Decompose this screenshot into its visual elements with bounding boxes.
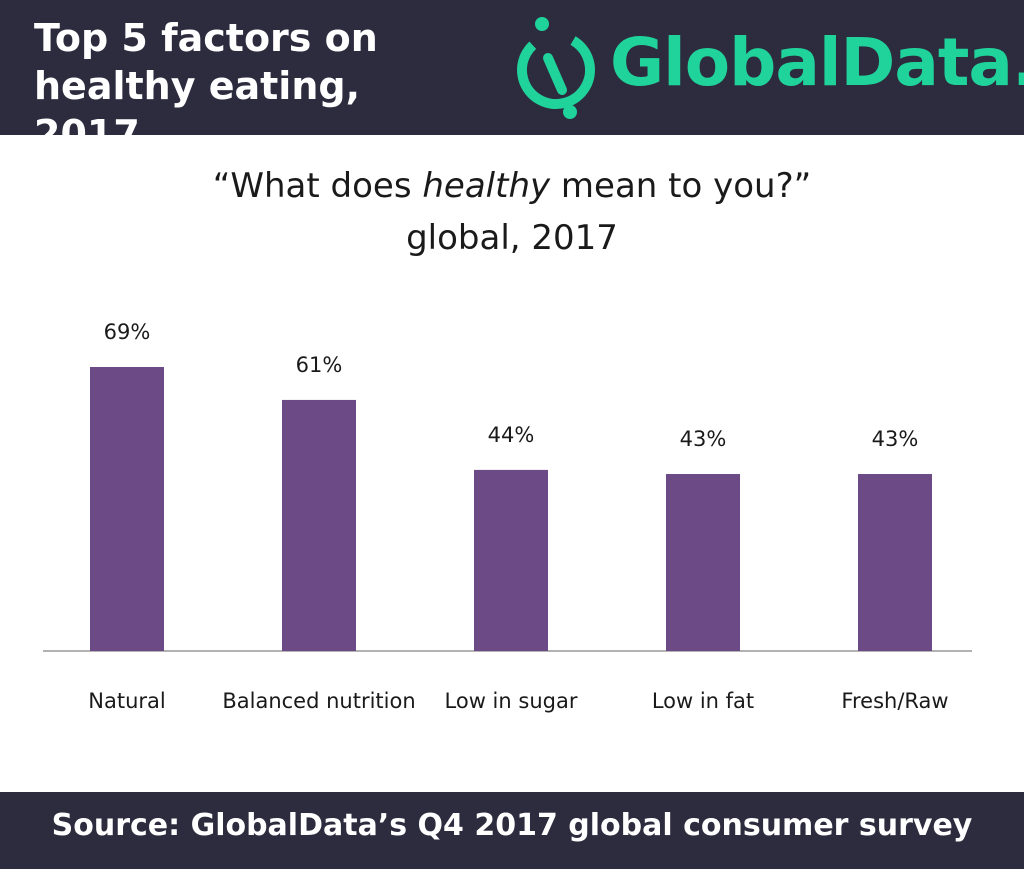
header-title: Top 5 factors on healthy eating, 2017 bbox=[34, 16, 378, 156]
title-part: “What does bbox=[212, 166, 412, 206]
value-label: 43% bbox=[680, 427, 727, 451]
bar bbox=[666, 474, 740, 651]
bar bbox=[474, 469, 548, 651]
value-label: 43% bbox=[872, 427, 919, 451]
bar bbox=[90, 367, 164, 651]
logo-text: GlobalData. bbox=[610, 24, 1024, 101]
chart: Natural 69% Balanced nutrition 61% Low in su… bbox=[43, 320, 972, 713]
bar bbox=[282, 399, 356, 651]
source: Source: GlobalData’s Q4 2017 global cons… bbox=[51, 808, 973, 843]
value-label: 61% bbox=[296, 353, 343, 377]
footer-band bbox=[0, 792, 1024, 869]
x-tick-label: Natural bbox=[88, 689, 165, 713]
x-tick-label: Fresh/Raw bbox=[841, 689, 948, 713]
value-label: 69% bbox=[104, 320, 151, 344]
x-tick-label: Low in fat bbox=[652, 689, 754, 713]
x-tick-label: Low in sugar bbox=[445, 689, 578, 713]
chart-subtitle: global, 2017 bbox=[406, 218, 618, 258]
bar bbox=[858, 474, 932, 651]
title-part: mean to you?” bbox=[560, 166, 812, 206]
logo-icon bbox=[517, 17, 595, 119]
header-band bbox=[0, 0, 1024, 135]
chart-title: “What does healthy mean to you?” global,… bbox=[0, 160, 1024, 264]
x-tick-label: Balanced nutrition bbox=[222, 689, 415, 713]
title-emphasis: healthy bbox=[422, 166, 551, 206]
value-label: 44% bbox=[488, 423, 535, 447]
